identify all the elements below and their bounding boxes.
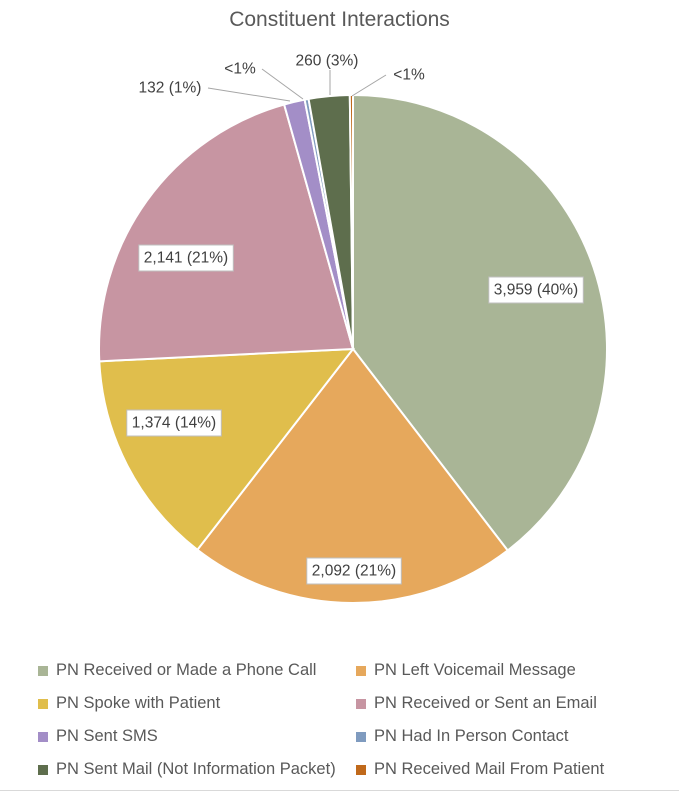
data-label-box xyxy=(306,557,402,585)
legend-label: PN Sent Mail (Not Information Packet) xyxy=(56,760,336,778)
legend-swatch xyxy=(356,764,366,775)
data-label: <1% xyxy=(224,61,304,100)
legend-label: PN Left Voicemail Message xyxy=(374,661,576,679)
pie-slice xyxy=(352,93,608,552)
data-label: 2,092 (21%) xyxy=(306,557,402,585)
legend-swatch xyxy=(356,731,366,742)
legend: PN Received or Made a Phone Call PN Left … xyxy=(38,659,658,781)
data-label: <1% xyxy=(351,67,425,97)
leader-line xyxy=(207,87,291,102)
legend-item: PN Left Voicemail Message xyxy=(356,659,656,682)
legend-swatch xyxy=(38,698,48,709)
data-label-text: 260 (3%) xyxy=(296,53,359,70)
legend-label: PN Spoke with Patient xyxy=(56,694,221,712)
data-label-text: 132 (1%) xyxy=(139,80,202,97)
leader-line xyxy=(261,68,304,100)
legend-item: PN Received or Sent an Email xyxy=(356,692,656,715)
legend-item: PN Spoke with Patient xyxy=(38,692,356,715)
legend-item: PN Received or Made a Phone Call xyxy=(38,659,356,682)
legend-swatch xyxy=(38,731,48,742)
leader-line xyxy=(351,74,387,97)
data-label-text: 2,141 (21%) xyxy=(144,250,228,267)
legend-label: PN Sent SMS xyxy=(56,727,158,745)
data-label-text: <1% xyxy=(224,61,256,78)
legend-item: PN Sent Mail (Not Information Packet) xyxy=(38,758,356,781)
data-label-box xyxy=(488,276,584,304)
bottom-divider xyxy=(0,790,679,791)
legend-swatch xyxy=(356,665,366,676)
pie-slice xyxy=(98,103,355,363)
data-label: 3,959 (40%) xyxy=(488,276,584,304)
data-label-box xyxy=(138,244,234,272)
legend-label: PN Had In Person Contact xyxy=(374,727,569,745)
legend-label: PN Received or Made a Phone Call xyxy=(56,661,317,679)
legend-item: PN Sent SMS xyxy=(38,725,356,748)
pie-chart: 3,959 (40%) 2,092 (21%) 1,374 (14%) 2,141 (… xyxy=(98,53,608,605)
data-label: 260 (3%) xyxy=(296,53,359,95)
legend-item: PN Received Mail From Patient xyxy=(356,758,656,781)
legend-item: PN Had In Person Contact xyxy=(356,725,656,748)
data-label-text: 3,959 (40%) xyxy=(494,282,578,299)
data-label: 132 (1%) xyxy=(139,80,291,102)
legend-swatch xyxy=(356,698,366,709)
data-label: 2,141 (21%) xyxy=(138,244,234,272)
pie-slice xyxy=(98,347,356,552)
legend-label: PN Received or Sent an Email xyxy=(374,694,597,712)
data-label-text: 2,092 (21%) xyxy=(312,563,396,580)
data-label-text: <1% xyxy=(393,67,425,84)
legend-label: PN Received Mail From Patient xyxy=(374,760,605,778)
legend-swatch xyxy=(38,665,48,676)
data-label-box xyxy=(126,409,222,437)
legend-swatch xyxy=(38,764,48,775)
data-label-text: 1,374 (14%) xyxy=(132,415,216,432)
chart-title: Constituent Interactions xyxy=(229,8,450,31)
pie-slice xyxy=(196,347,510,605)
data-label: 1,374 (14%) xyxy=(126,409,222,437)
